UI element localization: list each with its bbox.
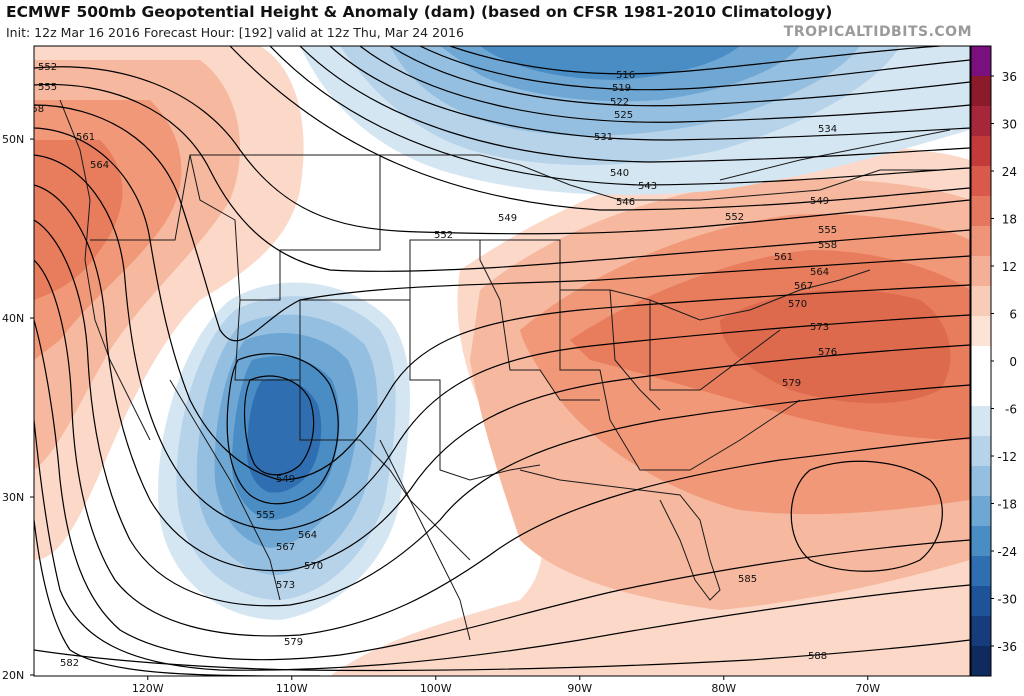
site-credit: TROPICALTIDBITS.COM xyxy=(783,24,972,40)
longitude-axis: 120W 110W 100W 90W 80W 70W xyxy=(132,676,880,695)
contour-label: 570 xyxy=(788,299,807,310)
contour-label: 570 xyxy=(304,561,323,572)
lon-label: 70W xyxy=(855,682,880,695)
contour-label: 525 xyxy=(614,110,633,121)
colorbar-swatch xyxy=(971,616,991,647)
contour-label: 552 xyxy=(38,62,57,73)
colorbar-swatch xyxy=(971,466,991,497)
lat-label: 40N xyxy=(2,312,24,325)
contour-label: 561 xyxy=(774,252,793,263)
map-subtitle: Init: 12z Mar 16 2016 Forecast Hour: [19… xyxy=(6,25,464,40)
colorbar-swatch xyxy=(971,136,991,167)
colorbar-swatch xyxy=(971,376,991,407)
colorbar-swatch xyxy=(971,76,991,107)
contour-label: 558 xyxy=(818,240,837,251)
colorbar-swatch xyxy=(971,166,991,197)
colorbar-swatch xyxy=(971,106,991,137)
contour-label: 567 xyxy=(276,542,295,553)
lon-label: 120W xyxy=(132,682,164,695)
contour-label: 573 xyxy=(276,580,295,591)
colorbar-swatch xyxy=(971,406,991,437)
contour-label: 555 xyxy=(256,510,275,521)
lat-label: 30N xyxy=(2,491,24,504)
contour-label: 519 xyxy=(612,83,631,94)
colorbar-label: 6 xyxy=(1009,308,1017,322)
lat-label: 20N xyxy=(2,669,24,682)
colorbar-label: 24 xyxy=(1002,165,1017,179)
contour-label: 552 xyxy=(725,212,744,223)
contour-label: 582 xyxy=(60,658,79,669)
colorbar-swatch xyxy=(971,496,991,527)
contour-label: 549 xyxy=(276,474,295,485)
colorbar-label: -36 xyxy=(997,640,1017,654)
contour-label: 549 xyxy=(498,213,517,224)
colorbar-swatch xyxy=(971,256,991,287)
map-title: ECMWF 500mb Geopotential Height & Anomal… xyxy=(6,3,833,21)
contour-label: 549 xyxy=(810,196,829,207)
contour-label: 522 xyxy=(610,97,629,108)
contour-label: 576 xyxy=(818,347,837,358)
colorbar-swatch xyxy=(971,226,991,257)
anomaly-colorbar: 36 30 24 18 12 6 0 -6 -12 -18 -24 -30 -36 xyxy=(970,45,1017,677)
contour-label: 573 xyxy=(810,322,829,333)
contour-label: 588 xyxy=(808,651,827,662)
colorbar-swatch xyxy=(971,586,991,617)
colorbar-label: -12 xyxy=(997,450,1017,464)
colorbar-label: -30 xyxy=(997,593,1017,607)
contour-label: 531 xyxy=(594,132,613,143)
colorbar-label: 30 xyxy=(1002,118,1017,132)
colorbar-swatch xyxy=(971,346,991,377)
contour-label: 564 xyxy=(90,160,109,171)
lon-label: 110W xyxy=(276,682,308,695)
latitude-axis: 50N 40N 30N 20N xyxy=(2,133,34,682)
colorbar-swatch xyxy=(971,316,991,347)
contour-label: 564 xyxy=(810,267,829,278)
contour-label: 564 xyxy=(298,530,317,541)
colorbar-label: 0 xyxy=(1009,355,1017,369)
contour-label: 567 xyxy=(794,281,813,292)
map-frame xyxy=(33,45,971,677)
contour-label: 555 xyxy=(818,225,837,236)
colorbar-label: 18 xyxy=(1002,213,1017,227)
contour-label: 534 xyxy=(818,124,837,135)
colorbar-swatch xyxy=(971,526,991,557)
contour-labels: 552 555 558 561 564 516 519 522 525 531 … xyxy=(25,62,837,669)
height-contours xyxy=(34,46,970,676)
colorbar-label: 12 xyxy=(1002,260,1017,274)
colorbar-swatch xyxy=(971,286,991,317)
lon-label: 80W xyxy=(711,682,736,695)
colorbar-swatch xyxy=(971,646,991,677)
lon-label: 90W xyxy=(567,682,592,695)
contour-label: 579 xyxy=(284,637,303,648)
contour-label: 579 xyxy=(782,378,801,389)
contour-label: 543 xyxy=(638,181,657,192)
contour-label: 546 xyxy=(616,197,635,208)
colorbar-label: -6 xyxy=(1005,403,1017,417)
colorbar-swatch xyxy=(971,436,991,467)
contour-label: 540 xyxy=(610,168,629,179)
colorbar-label: -24 xyxy=(997,545,1017,559)
anomaly-shading xyxy=(34,46,970,676)
colorbar-label: -18 xyxy=(997,498,1017,512)
contour-label: 516 xyxy=(616,70,635,81)
contour-label: 585 xyxy=(738,574,757,585)
political-borders xyxy=(59,99,951,641)
colorbar-swatch xyxy=(971,556,991,587)
colorbar-swatch xyxy=(971,46,991,77)
contour-label: 561 xyxy=(76,132,95,143)
lon-label: 100W xyxy=(420,682,452,695)
contour-label: 558 xyxy=(25,104,44,115)
colorbar-swatch xyxy=(971,196,991,227)
contour-label: 555 xyxy=(38,82,57,93)
contour-label: 552 xyxy=(434,230,453,241)
lat-label: 50N xyxy=(2,133,24,146)
colorbar-label: 36 xyxy=(1002,70,1017,84)
